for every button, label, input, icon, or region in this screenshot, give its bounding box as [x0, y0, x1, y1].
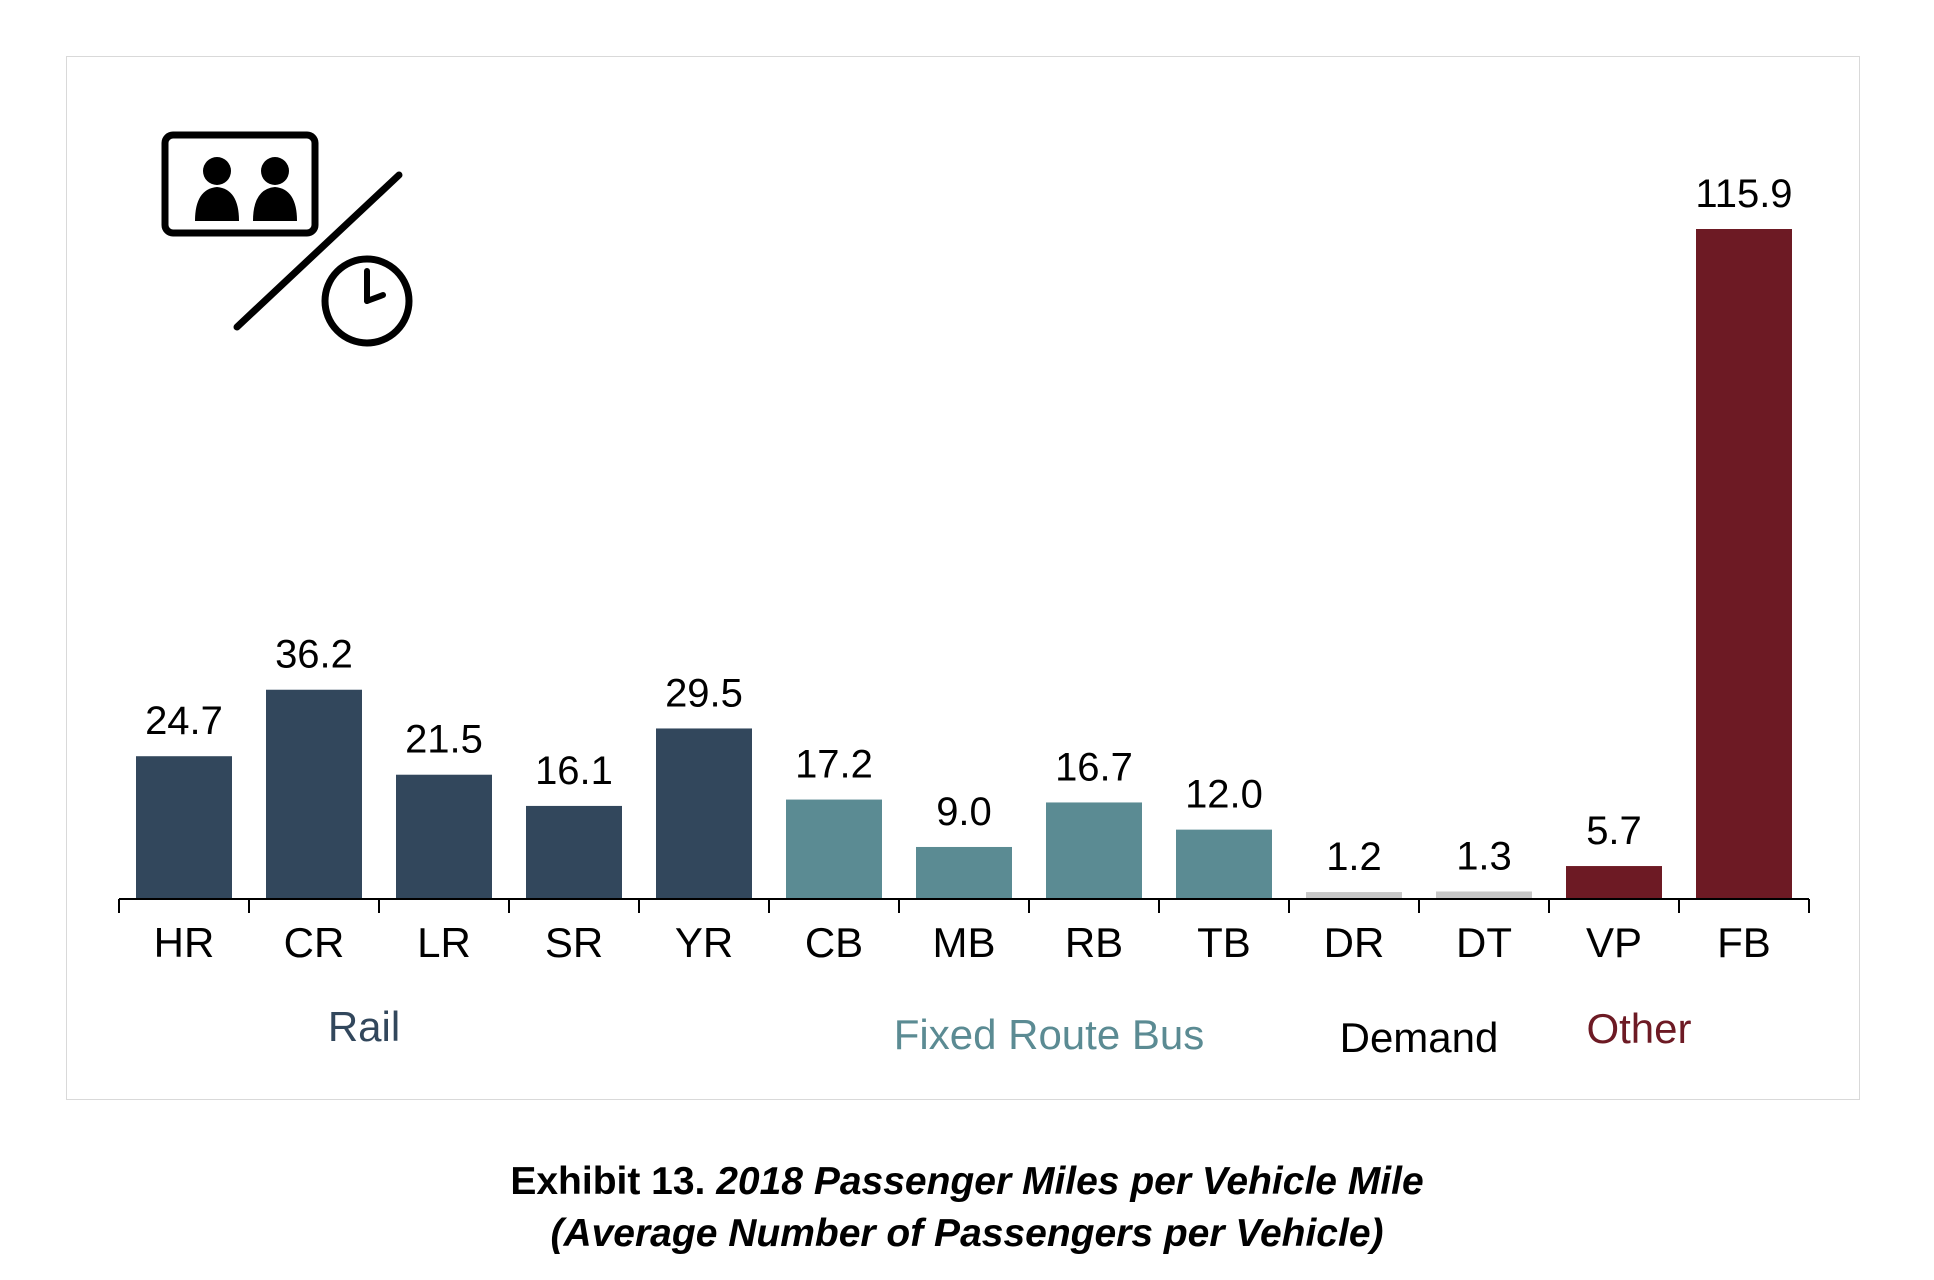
- bar-dr: [1306, 892, 1402, 899]
- chart-frame: 24.7 HR 36.2 CR 21.5 LR 16.1 SR 29.5 YR 17.2 CB 9.0 M…: [66, 56, 1860, 1100]
- value-label-rb: 16.7: [1055, 745, 1133, 789]
- bar-sr: [526, 805, 622, 899]
- bar-cr: [266, 689, 362, 899]
- caption-subtitle: (Average Number of Passengers per Vehicl…: [550, 1212, 1384, 1255]
- tick-label-yr: YR: [675, 919, 733, 966]
- group-label-demand: Demand: [1340, 1014, 1499, 1061]
- bar-hr: [136, 756, 232, 899]
- group-labels: Rail Fixed Route Bus Demand Other: [328, 1003, 1692, 1061]
- group-label-other: Other: [1586, 1005, 1691, 1052]
- value-label-fb: 115.9: [1695, 172, 1792, 216]
- x-axis: [118, 898, 1810, 913]
- tick-label-fb: FB: [1717, 919, 1771, 966]
- tick-label-cr: CR: [284, 919, 345, 966]
- tick-label-lr: LR: [417, 919, 471, 966]
- figure-caption: Exhibit 13. 2018 Passenger Miles per Veh…: [0, 1156, 1934, 1260]
- value-label-cr: 36.2: [275, 633, 353, 677]
- chart-svg: 24.7 HR 36.2 CR 21.5 LR 16.1 SR 29.5 YR 17.2 CB 9.0 M…: [118, 131, 1810, 1061]
- tick-label-hr: HR: [154, 919, 215, 966]
- labels-layer: 24.7 HR 36.2 CR 21.5 LR 16.1 SR 29.5 YR 17.2 CB 9.0 M…: [145, 172, 1793, 966]
- bar-yr: [656, 728, 752, 899]
- value-label-sr: 16.1: [535, 749, 613, 793]
- tick-label-mb: MB: [933, 919, 996, 966]
- tick-label-dt: DT: [1456, 919, 1512, 966]
- bar-rb: [1046, 802, 1142, 899]
- tick-label-vp: VP: [1586, 919, 1642, 966]
- caption-title: 2018 Passenger Miles per Vehicle Mile: [716, 1160, 1424, 1203]
- value-label-dt: 1.3: [1456, 834, 1512, 878]
- tick-label-tb: TB: [1197, 919, 1251, 966]
- value-label-vp: 5.7: [1586, 809, 1642, 853]
- bar-lr: [396, 774, 492, 899]
- bar-fb: [1696, 229, 1792, 899]
- bar-cb: [786, 799, 882, 899]
- caption-line-1: Exhibit 13. 2018 Passenger Miles per Veh…: [0, 1156, 1934, 1208]
- group-label-fixed-route-bus: Fixed Route Bus: [894, 1011, 1205, 1058]
- bar-vp: [1566, 866, 1662, 899]
- value-label-lr: 21.5: [405, 718, 483, 762]
- value-label-mb: 9.0: [936, 790, 992, 834]
- tick-label-rb: RB: [1065, 919, 1123, 966]
- value-label-yr: 29.5: [665, 671, 743, 715]
- value-label-hr: 24.7: [145, 699, 223, 743]
- bar-dt: [1436, 891, 1532, 899]
- value-label-tb: 12.0: [1185, 773, 1263, 817]
- value-label-dr: 1.2: [1326, 835, 1382, 879]
- passengers-per-time-icon: [161, 131, 413, 347]
- tick-label-dr: DR: [1324, 919, 1385, 966]
- group-label-rail: Rail: [328, 1003, 400, 1050]
- value-label-cb: 17.2: [795, 743, 873, 787]
- bars-layer: [136, 229, 1792, 899]
- bar-mb: [916, 846, 1012, 899]
- tick-label-cb: CB: [805, 919, 863, 966]
- tick-label-sr: SR: [545, 919, 603, 966]
- caption-prefix: Exhibit 13.: [510, 1160, 717, 1203]
- bar-tb: [1176, 829, 1272, 899]
